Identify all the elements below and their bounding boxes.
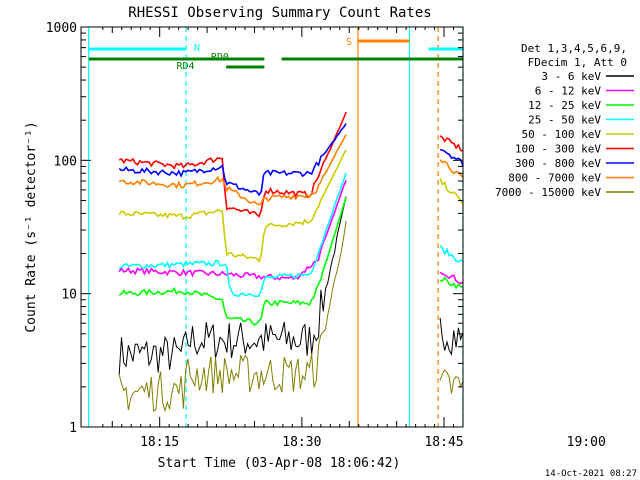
chart-title: RHESSI Observing Summary Count Rates <box>128 5 431 21</box>
legend-entry: 3 - 6 keV <box>541 70 601 83</box>
series-line-0 <box>118 196 347 375</box>
y-tick-label: 1 <box>69 421 77 436</box>
flag-label-rd4: RD4 <box>177 61 195 72</box>
x-axis-label: Start Time (03-Apr-08 18:06:42) <box>158 456 401 471</box>
series-line-7 <box>118 134 347 206</box>
series-line-1 <box>118 179 347 281</box>
series-line-0-resume <box>439 317 464 356</box>
legend-header: FDecim 1, Att 0 <box>528 56 627 69</box>
legend-entry: 6 - 12 keV <box>535 85 602 98</box>
series-line-5-resume <box>439 135 464 152</box>
x-tick-label: 18:45 <box>424 435 463 450</box>
flag-label-n: N <box>194 43 200 54</box>
legend: Det 1,3,4,5,6,9,FDecim 1, Att 03 - 6 keV… <box>495 42 634 199</box>
x-tick-label: 19:00 <box>567 435 606 450</box>
series-line-3-resume <box>439 245 464 263</box>
legend-entry: 300 - 800 keV <box>515 157 601 170</box>
series-line-2-resume <box>439 276 464 290</box>
plot-area: N S RD0 RD4 <box>88 27 464 427</box>
series-line-2 <box>118 196 347 326</box>
legend-header: Det 1,3,4,5,6,9, <box>521 42 627 55</box>
timestamp: 14-Oct-2021 08:27 <box>545 469 637 479</box>
series-line-6 <box>118 123 347 197</box>
series-line-8-resume <box>439 369 464 394</box>
series-line-6-resume <box>439 149 464 167</box>
legend-entry: 100 - 300 keV <box>515 143 601 156</box>
series-line-1-resume <box>439 271 464 285</box>
legend-entry: 7000 - 15000 keV <box>495 186 601 199</box>
series-line-3 <box>118 172 347 298</box>
series-line-4-resume <box>439 178 464 205</box>
legend-entry: 25 - 50 keV <box>528 114 601 127</box>
y-axis-label: Count Rate (s⁻¹ detector⁻¹) <box>24 121 39 332</box>
y-tick-label: 10 <box>61 288 77 303</box>
series-line-8 <box>118 221 347 413</box>
legend-entry: 12 - 25 keV <box>528 99 601 112</box>
x-tick-label: 18:30 <box>282 435 321 450</box>
flag-label-rd0: RD0 <box>211 52 229 63</box>
plot-frame <box>80 26 464 428</box>
x-tick-label: 18:15 <box>140 435 179 450</box>
y-tick-label: 1000 <box>46 21 77 36</box>
y-axis: 1 10 100 1000 <box>46 21 463 436</box>
y-tick-label: 100 <box>54 154 77 169</box>
flag-label-s: S <box>346 37 352 48</box>
legend-entry: 800 - 7000 keV <box>508 172 601 185</box>
series-line-4 <box>118 149 347 263</box>
legend-entry: 50 - 100 keV <box>522 128 602 141</box>
